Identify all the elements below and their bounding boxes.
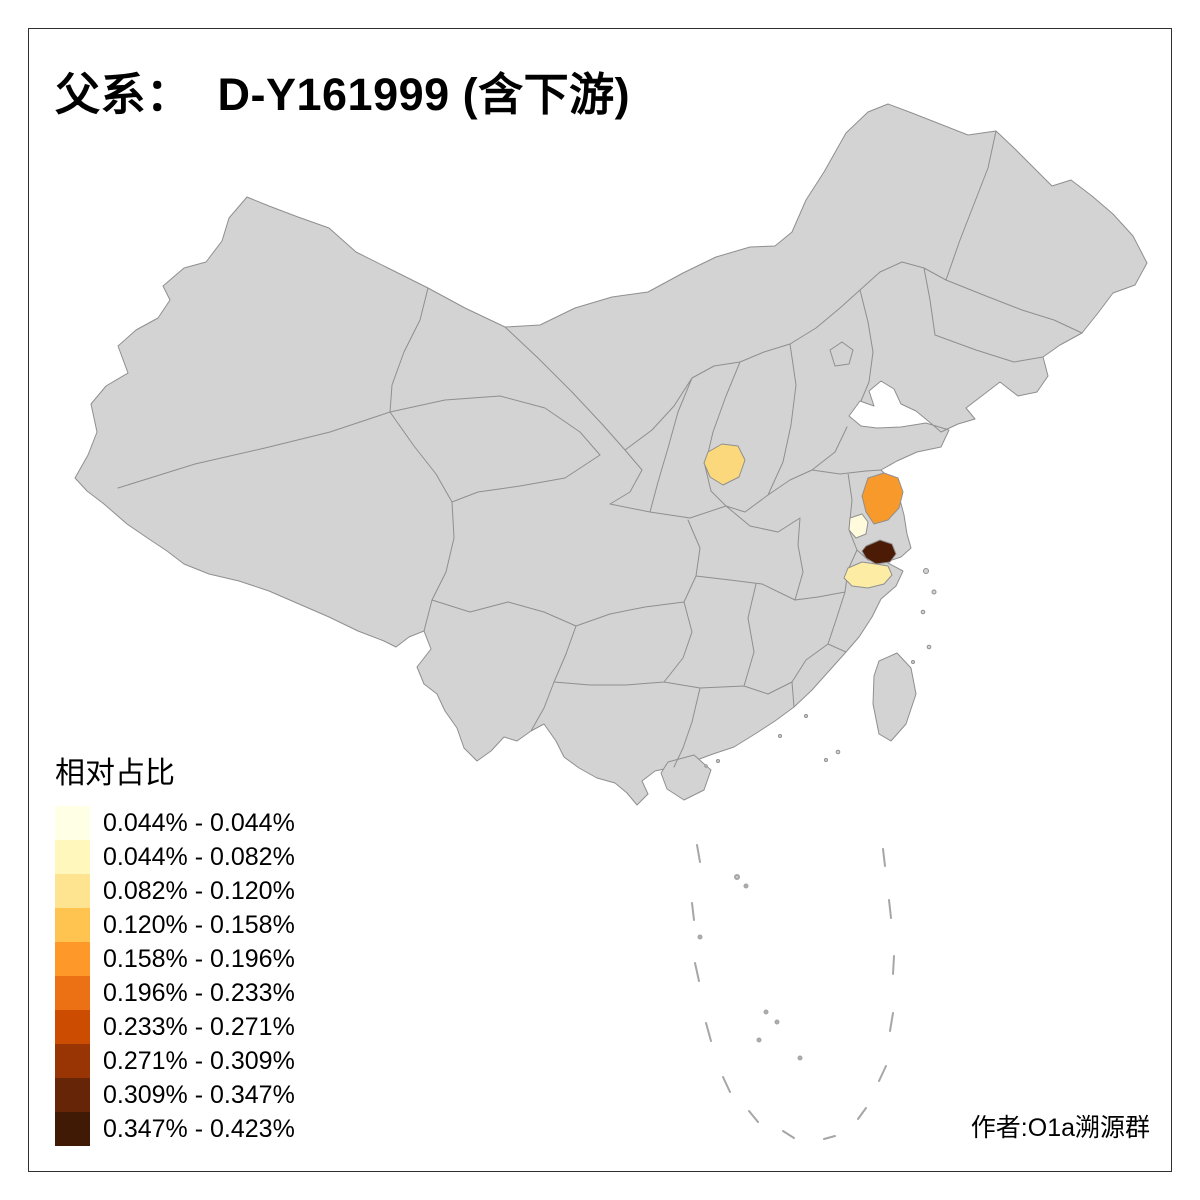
region-jiangsu-highlight <box>861 472 904 525</box>
legend-item: 0.044% - 0.044% <box>55 806 295 840</box>
legend-item: 0.082% - 0.120% <box>55 874 295 908</box>
figure-title: 父系： D-Y161999 (含下游) <box>55 69 631 120</box>
region-dark-highlight <box>861 539 897 565</box>
legend-swatch <box>55 1112 90 1146</box>
legend-swatch <box>55 1078 90 1112</box>
legend-label: 0.044% - 0.082% <box>103 842 295 871</box>
legend-title: 相对占比 <box>55 757 175 790</box>
map-layers <box>74 103 1148 1140</box>
legend-swatch <box>55 1010 90 1044</box>
legend-label: 0.347% - 0.423% <box>103 1114 295 1143</box>
mainland-shape <box>74 103 1148 806</box>
legend-swatch <box>55 840 90 874</box>
region-west-pale-highlight <box>848 513 869 539</box>
legend-item: 0.158% - 0.196% <box>55 942 295 976</box>
legend-label: 0.082% - 0.120% <box>103 876 295 905</box>
legend-label: 0.196% - 0.233% <box>103 978 295 1007</box>
legend-item: 0.120% - 0.158% <box>55 908 295 942</box>
legend-label: 0.120% - 0.158% <box>103 910 295 939</box>
attribution: 作者:O1a溯源群 <box>970 1114 1150 1142</box>
legend-swatch <box>55 942 90 976</box>
south-china-sea-marks <box>691 844 895 1140</box>
legend-swatch <box>55 874 90 908</box>
sea-dash-line <box>691 844 895 1140</box>
legend-item: 0.044% - 0.082% <box>55 840 295 874</box>
legend-label: 0.309% - 0.347% <box>103 1080 295 1109</box>
coastal-islands <box>704 568 937 768</box>
hainan-island <box>660 754 712 801</box>
province-borders <box>117 130 1083 768</box>
legend-item: 0.309% - 0.347% <box>55 1078 295 1112</box>
legend-item: 0.347% - 0.423% <box>55 1112 295 1146</box>
region-north-highlight <box>703 443 746 486</box>
legend: 相对占比 0.044% - 0.044% 0.044% - 0.082% 0.0… <box>55 748 295 1146</box>
taiwan-island <box>872 652 917 742</box>
legend-swatch <box>55 1044 90 1078</box>
legend-item: 0.233% - 0.271% <box>55 1010 295 1044</box>
legend-label: 0.271% - 0.309% <box>103 1046 295 1075</box>
legend-label: 0.044% - 0.044% <box>103 808 295 837</box>
legend-item: 0.196% - 0.233% <box>55 976 295 1010</box>
legend-swatch <box>55 976 90 1010</box>
sea-islets <box>697 874 803 1061</box>
legend-item: 0.271% - 0.309% <box>55 1044 295 1078</box>
legend-label: 0.233% - 0.271% <box>103 1012 295 1041</box>
region-south-pale-highlight <box>843 561 893 589</box>
legend-swatch <box>55 908 90 942</box>
legend-label: 0.158% - 0.196% <box>103 944 295 973</box>
legend-items: 0.044% - 0.044% 0.044% - 0.082% 0.082% -… <box>55 806 295 1146</box>
legend-swatch <box>55 806 90 840</box>
figure-border <box>28 28 1172 1172</box>
highlight-regions <box>703 443 904 589</box>
